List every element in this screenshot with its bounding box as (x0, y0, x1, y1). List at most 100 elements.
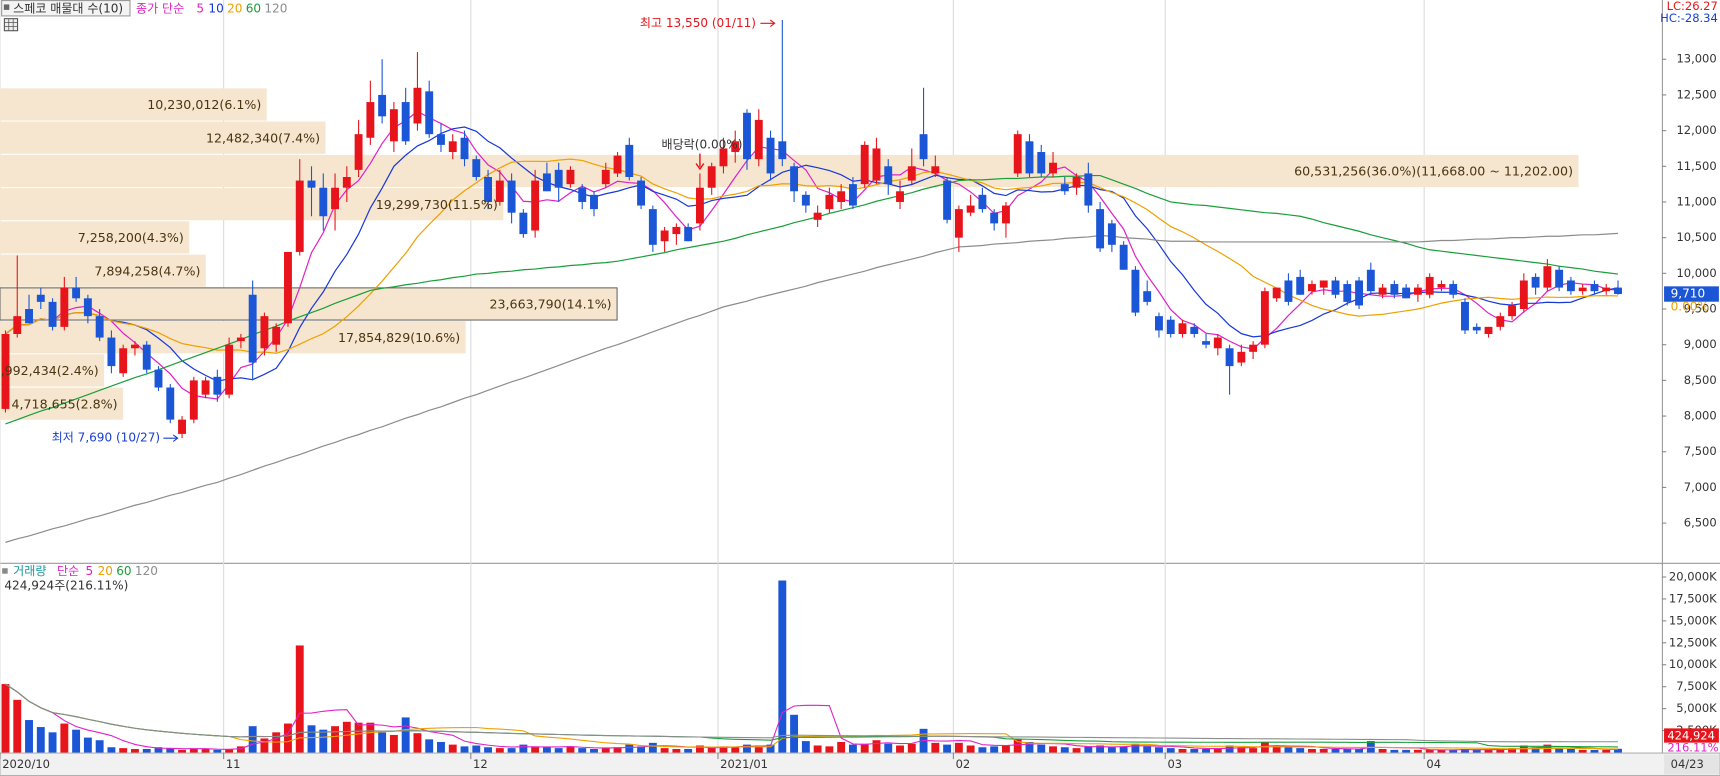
volume-bar (625, 744, 634, 753)
candle-body (1472, 326, 1481, 331)
x-tick-label: 12 (473, 757, 488, 771)
volume-bar (1237, 747, 1246, 753)
volume-bar (1025, 741, 1034, 753)
candle-body (1566, 280, 1575, 292)
volume-bar (1566, 749, 1575, 753)
candle-body (448, 141, 457, 153)
legend-item: 5 (196, 1, 204, 15)
y-tick-label: 10,500 (1676, 230, 1716, 244)
x-tick-label: 2021/01 (720, 757, 768, 771)
moving-average-line (5, 158, 1619, 354)
candle-body (1555, 269, 1564, 288)
volume-profile-bar (0, 88, 267, 121)
ex-dividend-arrow (695, 153, 705, 171)
volume-bar (813, 745, 822, 753)
candle-body (1060, 184, 1069, 192)
volume-bar (707, 747, 716, 753)
volume-bar (1449, 749, 1458, 753)
candle-body (1202, 341, 1210, 345)
last-date: 04/23 (1671, 757, 1704, 771)
candle-body (531, 180, 540, 231)
volume-bar (484, 747, 493, 753)
volume-bar (578, 748, 587, 753)
volume-bar (307, 725, 316, 753)
x-tick-label: 04 (1426, 757, 1441, 771)
legend-title: 종가 단순 (136, 1, 184, 15)
table-icon[interactable] (3, 18, 19, 32)
x-tick-label: 03 (1167, 757, 1182, 771)
candle-body (366, 102, 375, 138)
candle-body (425, 91, 434, 135)
candle-body (695, 187, 704, 224)
volume-average-line (5, 683, 1619, 751)
candle-body (1614, 287, 1622, 295)
volume-bar (1225, 745, 1234, 753)
volume-bar (460, 746, 469, 753)
volume-bar (1143, 746, 1152, 753)
volume-average-line (5, 683, 1618, 743)
candle-body (1308, 284, 1316, 292)
legend-title: 단순 (57, 564, 79, 578)
candle-body (542, 173, 551, 192)
candle-body (966, 205, 975, 213)
moving-average-line (5, 174, 1619, 425)
volume-bar (507, 748, 516, 753)
volume-bar (801, 741, 810, 753)
y-tick-label: 15,000K (1669, 613, 1717, 627)
volume-bar (731, 747, 740, 753)
candle-body (1213, 337, 1222, 349)
volume-bar (366, 722, 375, 753)
x-tick-label: 02 (956, 757, 971, 771)
volume-bar (72, 729, 81, 753)
y-tick-label: 6,500 (1684, 516, 1717, 530)
y-tick-label: 7,500K (1676, 679, 1717, 693)
candle-body (590, 194, 598, 210)
candle-body (1343, 284, 1352, 302)
candle-body (83, 298, 92, 317)
low-annotation: 최저 7,690 (10/27) (52, 431, 160, 445)
y-tick-label: 7,500 (1684, 444, 1717, 458)
volume-bar (1296, 748, 1305, 753)
axis-area (1661, 0, 1720, 753)
volume-bar (1390, 749, 1399, 753)
y-tick-label: 12,000 (1676, 123, 1716, 137)
volume-bar (401, 717, 410, 753)
candle-body (1260, 291, 1269, 345)
volume-bar (684, 749, 693, 753)
candle-body (1296, 276, 1305, 295)
candle-body (1578, 287, 1587, 292)
candle-body (236, 337, 245, 342)
candle-body (707, 166, 716, 188)
candle-body (1519, 280, 1528, 310)
candle-body (896, 191, 904, 202)
candle-body (95, 316, 104, 338)
volume-tag-label: 424,924 (1667, 729, 1715, 743)
volume-bar (1037, 744, 1046, 753)
volume-bar (872, 740, 881, 753)
volume-bar (119, 748, 128, 753)
candle-body (401, 102, 410, 142)
candle-body (1096, 209, 1105, 249)
volume-bar (83, 737, 92, 753)
title-frame (1, 0, 131, 17)
candle-body (743, 112, 751, 160)
volume-bar (1402, 749, 1411, 753)
candle-body (872, 148, 881, 181)
candle-body (790, 166, 799, 192)
ex-dividend-label: 배당락(0.00%) (662, 137, 743, 151)
candle-body (201, 380, 210, 395)
volume-icon (2, 568, 8, 574)
volume-bar (1272, 745, 1281, 753)
candle-body (1131, 269, 1140, 313)
volume-bar (531, 746, 540, 753)
y-tick-label: 17,500K (1669, 591, 1717, 605)
volume-bar (495, 748, 504, 753)
volume-profile-label: 7,258,200(4.3%) (78, 230, 184, 245)
volume-bar (1343, 749, 1352, 753)
volume-profile-bar (0, 221, 190, 254)
legend-item: 5 (86, 564, 94, 578)
volume-bar (1531, 747, 1540, 753)
volume-profile-label: 60,531,256(36.0%)(11,668.00 ~ 11,202.00) (1294, 164, 1573, 179)
volume-bar (236, 746, 245, 753)
volume-bar (660, 748, 669, 753)
